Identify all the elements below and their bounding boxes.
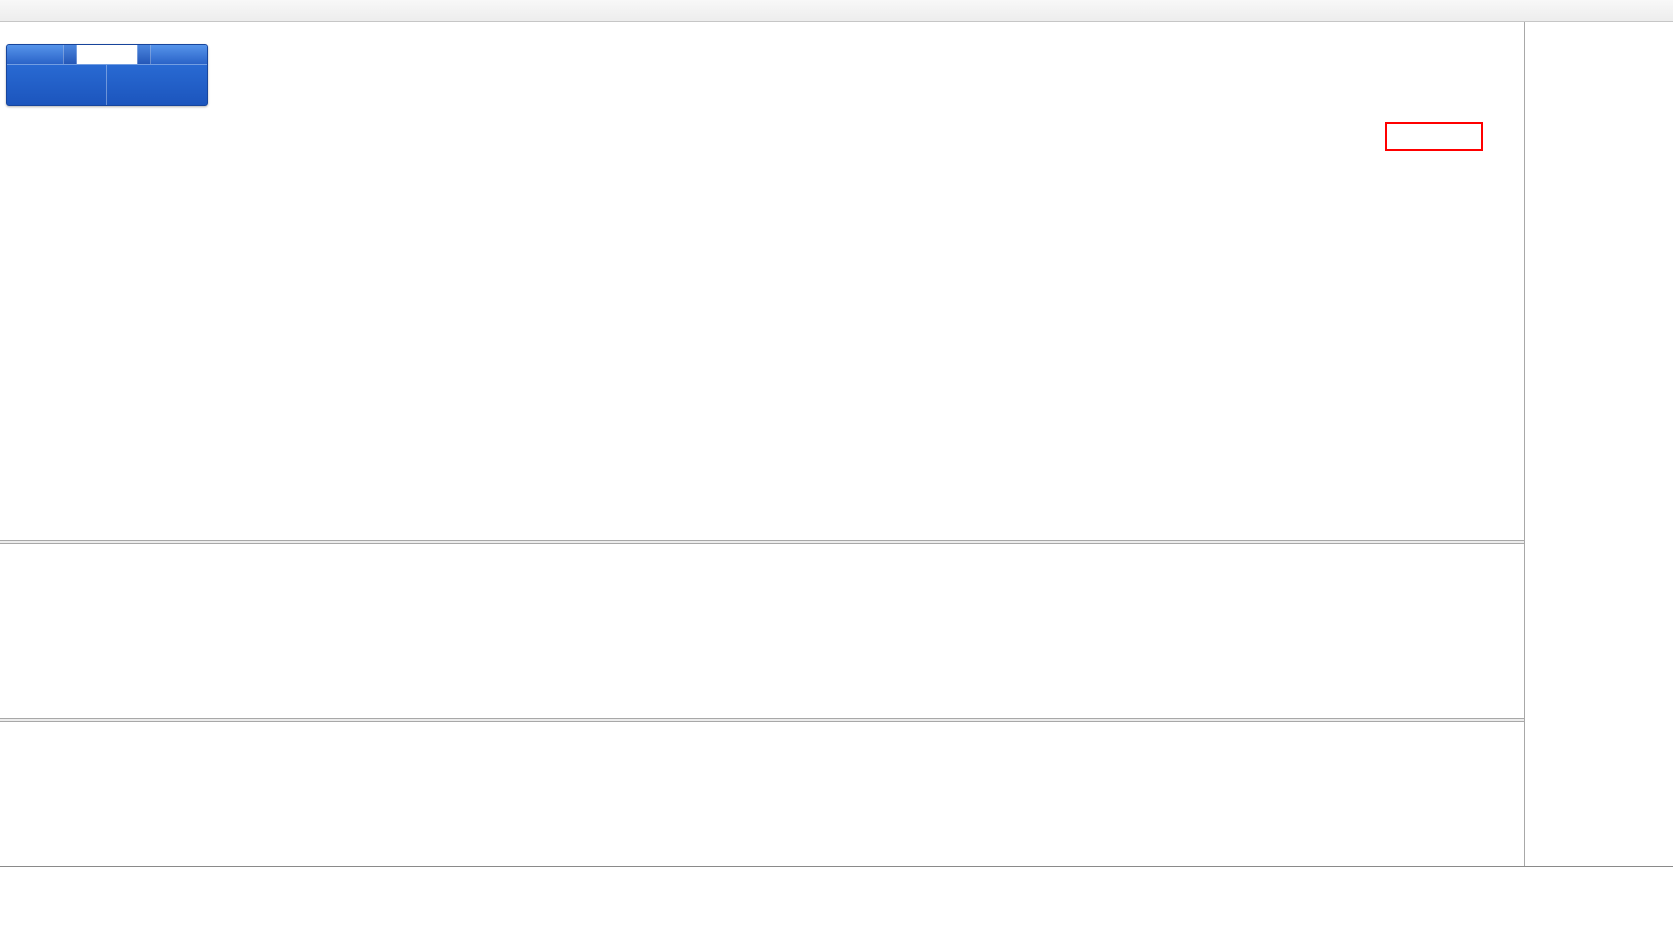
one-click-trading-panel <box>6 44 208 106</box>
rsi-canvas[interactable] <box>0 722 1524 866</box>
price-scale[interactable] <box>1524 22 1673 866</box>
price-callout-box[interactable] <box>1385 122 1483 151</box>
lot-size-input[interactable] <box>77 45 137 64</box>
macd-label <box>4 547 16 558</box>
lot-decrease-button[interactable] <box>63 45 77 64</box>
rsi-pane[interactable] <box>0 722 1524 866</box>
macd-canvas[interactable] <box>0 544 1524 718</box>
sell-price-display[interactable] <box>7 65 107 105</box>
pane-splitter[interactable] <box>0 718 1673 722</box>
toolbar <box>0 0 1673 22</box>
buy-button[interactable] <box>151 45 207 64</box>
macd-pane[interactable] <box>0 544 1524 718</box>
buy-price-display[interactable] <box>107 65 207 105</box>
time-axis[interactable] <box>0 866 1673 945</box>
sell-button[interactable] <box>7 45 63 64</box>
pane-splitter[interactable] <box>0 540 1673 544</box>
chart-ohlc-header <box>5 27 40 39</box>
rsi-label <box>4 725 12 736</box>
price-chart-pane[interactable] <box>0 22 1524 540</box>
price-chart-canvas[interactable] <box>0 22 1524 540</box>
lot-increase-button[interactable] <box>137 45 151 64</box>
